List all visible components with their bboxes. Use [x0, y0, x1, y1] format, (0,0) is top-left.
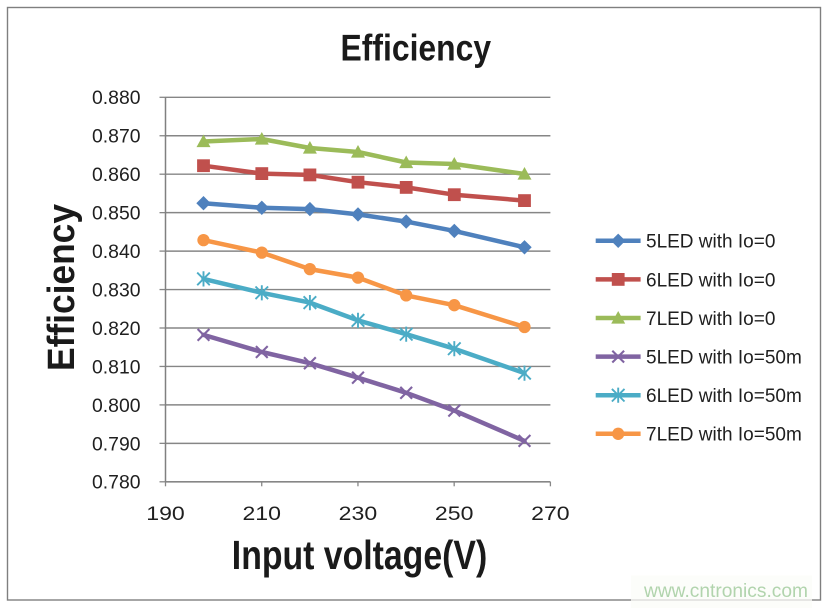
svg-text:190: 190 — [146, 504, 185, 525]
svg-text:270: 270 — [531, 504, 570, 525]
svg-text:0.790: 0.790 — [92, 434, 141, 455]
svg-text:7LED with Io=50m: 7LED with Io=50m — [646, 425, 802, 446]
svg-text:0.840: 0.840 — [92, 242, 141, 263]
svg-text:5LED with Io=0: 5LED with Io=0 — [646, 232, 775, 253]
svg-text:0.800: 0.800 — [92, 396, 141, 417]
svg-text:0.880: 0.880 — [92, 88, 141, 109]
svg-text:0.780: 0.780 — [92, 473, 141, 494]
svg-text:Efficiency: Efficiency — [341, 28, 492, 69]
svg-text:230: 230 — [339, 504, 378, 525]
svg-text:250: 250 — [435, 504, 474, 525]
svg-text:7LED with Io=0: 7LED with Io=0 — [646, 309, 775, 330]
svg-text:5LED with Io=50m: 5LED with Io=50m — [646, 348, 802, 369]
svg-text:Input voltage(V): Input voltage(V) — [232, 532, 487, 578]
svg-text:0.820: 0.820 — [92, 319, 141, 340]
svg-text:0.870: 0.870 — [92, 127, 141, 148]
svg-text:0.830: 0.830 — [92, 280, 141, 301]
svg-text:6LED with Io=50m: 6LED with Io=50m — [646, 386, 802, 407]
svg-text:0.810: 0.810 — [92, 357, 141, 378]
svg-text:www.cntronics.com: www.cntronics.com — [643, 581, 808, 602]
svg-text:210: 210 — [242, 504, 281, 525]
svg-text:6LED with Io=0: 6LED with Io=0 — [646, 270, 775, 291]
svg-text:0.850: 0.850 — [92, 204, 141, 225]
svg-text:0.860: 0.860 — [92, 165, 141, 186]
svg-text:Efficiency: Efficiency — [41, 204, 83, 371]
